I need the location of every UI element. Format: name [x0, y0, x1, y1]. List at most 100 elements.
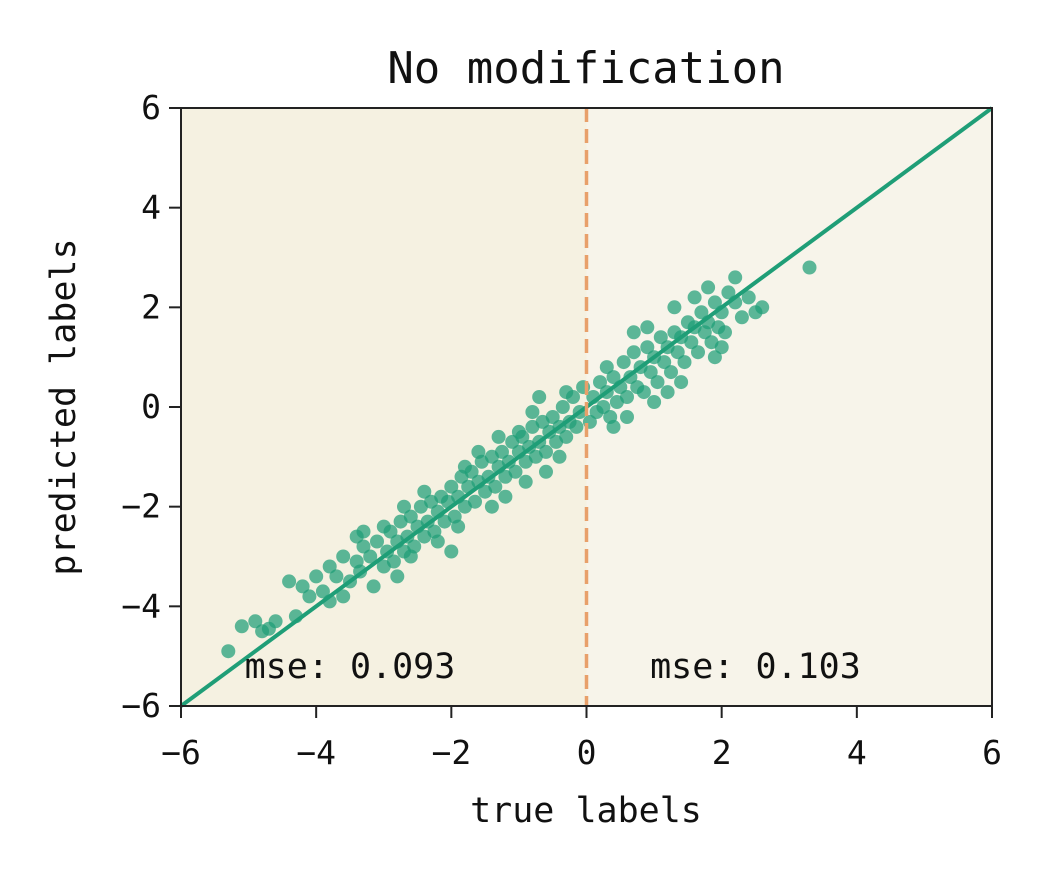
- data-point: [545, 410, 560, 424]
- data-point: [640, 320, 655, 335]
- data-point: [282, 574, 297, 589]
- data-point: [684, 335, 699, 350]
- x-tick-label: 0: [577, 733, 597, 772]
- data-point: [508, 464, 523, 479]
- mse-annotations: mse: 0.093 mse: 0.103: [245, 647, 861, 687]
- data-point: [599, 360, 614, 375]
- data-point: [555, 400, 570, 414]
- data-point: [657, 355, 672, 370]
- data-point: [707, 295, 722, 310]
- data-point: [532, 390, 547, 404]
- y-tick-label: 6: [141, 88, 161, 127]
- data-point: [664, 365, 678, 380]
- data-point: [511, 424, 526, 439]
- data-point: [525, 405, 540, 419]
- y-axis-label: predicted labels: [44, 238, 84, 575]
- data-point: [626, 345, 641, 360]
- data-point: [468, 494, 482, 509]
- data-point: [221, 644, 236, 659]
- data-point: [596, 400, 611, 414]
- data-point: [349, 529, 364, 544]
- data-point: [397, 499, 411, 514]
- plot-area: [179, 106, 994, 708]
- data-point: [674, 375, 689, 390]
- data-point: [309, 569, 324, 584]
- data-point: [491, 429, 506, 444]
- x-axis-ticks: −6 −4 −2 0 2 4 6: [161, 706, 1002, 772]
- data-point: [370, 534, 384, 549]
- data-point: [518, 474, 533, 489]
- data-point: [417, 484, 432, 499]
- data-point: [336, 549, 351, 564]
- data-point: [606, 370, 621, 385]
- data-point: [670, 345, 685, 360]
- y-tick-label: 0: [141, 387, 161, 426]
- data-point: [707, 350, 722, 365]
- data-point: [234, 619, 249, 634]
- data-point: [650, 375, 665, 390]
- data-point: [386, 554, 401, 569]
- plot-background-left: [181, 108, 587, 706]
- data-point: [315, 584, 330, 599]
- data-point: [694, 305, 709, 320]
- y-tick-label: −2: [121, 487, 161, 526]
- y-tick-label: −4: [121, 586, 161, 625]
- y-axis-ticks: 6 4 2 0 −2 −4 −6: [121, 88, 181, 725]
- data-point: [498, 489, 513, 504]
- data-point: [484, 499, 499, 514]
- data-point: [322, 559, 337, 574]
- data-point: [366, 579, 381, 594]
- x-tick-label: −6: [161, 733, 201, 772]
- data-point: [356, 539, 371, 554]
- data-point: [714, 340, 729, 355]
- data-point: [302, 589, 317, 604]
- data-point: [687, 290, 702, 305]
- data-point: [802, 260, 817, 275]
- data-point: [616, 355, 631, 370]
- data-point: [471, 444, 486, 459]
- data-point: [741, 290, 756, 305]
- data-point: [593, 375, 607, 390]
- data-point: [653, 330, 668, 345]
- data-point: [444, 479, 459, 494]
- data-point: [376, 519, 391, 534]
- data-point: [606, 419, 621, 434]
- data-point: [539, 444, 553, 459]
- x-tick-label: −4: [296, 733, 336, 772]
- chart-title: No modification: [387, 43, 784, 94]
- data-point: [248, 614, 263, 629]
- data-point: [636, 385, 651, 400]
- data-point: [488, 479, 503, 494]
- data-point: [640, 340, 655, 355]
- data-point: [643, 365, 658, 380]
- data-point: [721, 285, 736, 300]
- data-point: [295, 579, 310, 594]
- x-tick-label: −2: [431, 733, 471, 772]
- data-point: [451, 519, 466, 534]
- y-tick-label: −6: [121, 686, 161, 725]
- data-point: [660, 385, 675, 400]
- data-point: [718, 325, 732, 340]
- data-point: [734, 310, 749, 325]
- data-point: [755, 300, 770, 315]
- mse-annotation: mse: 0.103: [650, 647, 861, 687]
- plot-background-right: [586, 108, 992, 706]
- data-point: [444, 544, 459, 559]
- data-point: [728, 270, 743, 285]
- data-point: [403, 549, 418, 564]
- data-point: [569, 419, 584, 434]
- x-tick-label: 4: [847, 733, 867, 772]
- data-point: [647, 395, 662, 409]
- data-point: [559, 429, 574, 444]
- data-point: [495, 444, 509, 459]
- data-point: [667, 300, 682, 315]
- data-point: [701, 280, 716, 295]
- data-point: [559, 385, 574, 400]
- data-point: [626, 325, 641, 340]
- x-tick-label: 2: [712, 733, 732, 772]
- data-point: [390, 569, 405, 584]
- x-tick-label: 6: [982, 733, 1002, 772]
- data-point: [691, 345, 705, 360]
- data-point: [363, 549, 378, 564]
- data-point: [403, 509, 418, 524]
